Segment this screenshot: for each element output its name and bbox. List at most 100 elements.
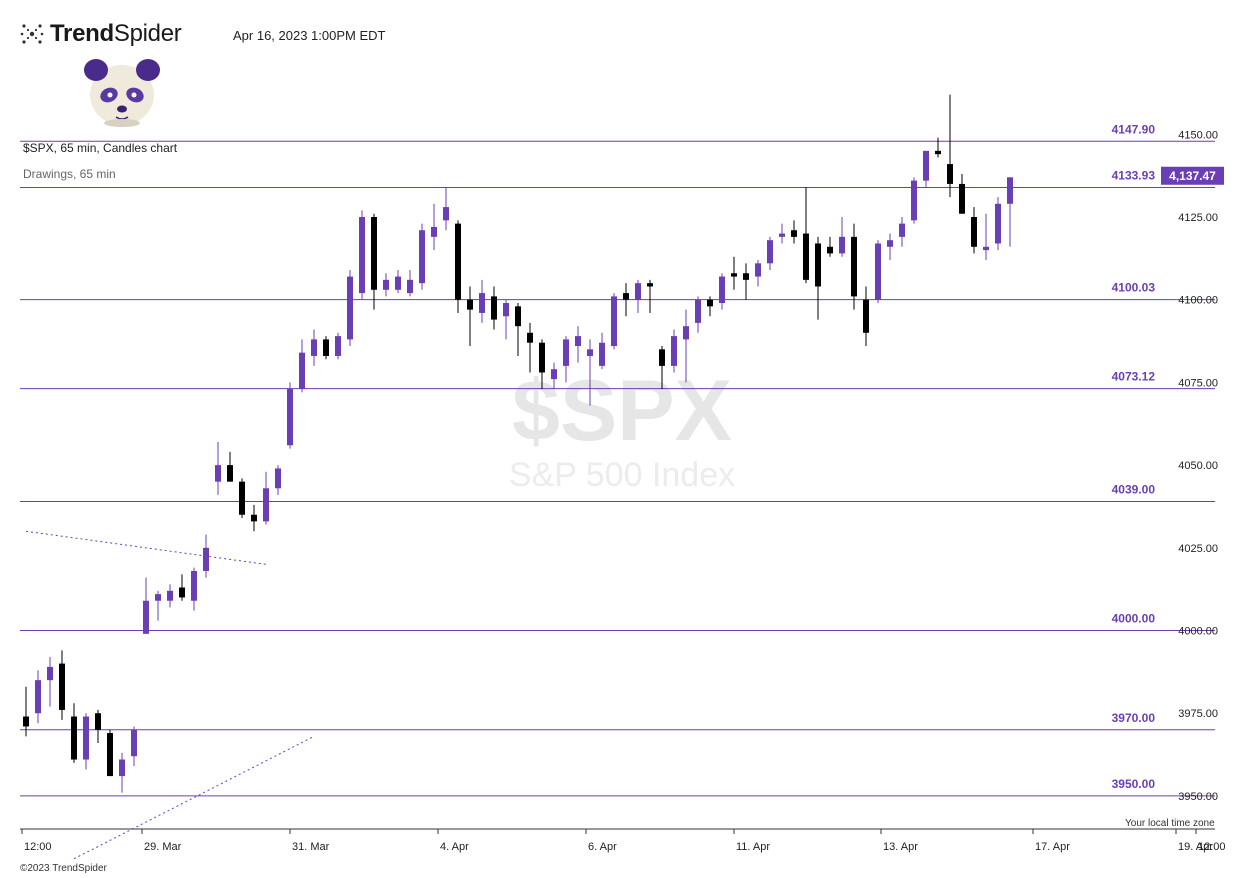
candle-body <box>779 233 785 237</box>
level-label: 4039.00 <box>1112 483 1156 497</box>
candle-body <box>575 336 581 347</box>
level-label: 4133.93 <box>1112 168 1156 182</box>
level-label: 4100.03 <box>1112 281 1156 295</box>
time-tick-label: 31. Mar <box>292 841 330 853</box>
candle-body <box>227 465 233 482</box>
time-tick-label: 13. Apr <box>883 841 918 853</box>
candle-body <box>467 299 473 310</box>
candle-body <box>323 339 329 356</box>
level-label: 3970.00 <box>1112 711 1156 725</box>
candle-body <box>683 326 689 340</box>
time-tick-label: 29. Mar <box>144 841 182 853</box>
candle-body <box>743 273 749 280</box>
time-tick-label: 6. Apr <box>588 841 617 853</box>
candle-body <box>479 293 485 313</box>
candle-body <box>23 716 29 727</box>
candle-body <box>947 164 953 184</box>
candle-body <box>119 759 125 777</box>
candle-body <box>419 230 425 284</box>
current-price-badge: 4,137.47 <box>1161 166 1224 185</box>
level-label: 4000.00 <box>1112 612 1156 626</box>
candle-body <box>275 468 281 489</box>
candle-body <box>335 336 341 356</box>
candle-body <box>1007 177 1013 204</box>
trendspider-logo[interactable]: TrendSpider <box>20 20 182 48</box>
candle-body <box>911 180 917 221</box>
candle-body <box>455 223 461 300</box>
candle-body <box>551 369 557 380</box>
drawings-label[interactable]: Drawings, 65 min <box>23 167 116 181</box>
candle-body <box>767 240 773 264</box>
spider-logo-icon <box>20 24 44 44</box>
horizontal-levels: 4147.90 4133.93 4100.03 4073.12 4039.00 4000.… <box>20 122 1215 797</box>
brand-name: TrendSpider <box>50 20 182 47</box>
candle-body <box>803 233 809 280</box>
current-price-label: 4,137.47 <box>1169 169 1216 183</box>
candle-body <box>731 273 737 277</box>
price-tick-label: 3975.00 <box>1178 708 1218 720</box>
candle-body <box>995 203 1001 244</box>
trendlines <box>25 530 315 860</box>
candle-body <box>815 243 821 287</box>
candle-body <box>827 246 833 254</box>
price-tick-label: 4150.00 <box>1178 129 1218 141</box>
price-tick-label: 4125.00 <box>1178 212 1218 224</box>
candle-body <box>59 663 65 710</box>
candle-body <box>923 150 929 181</box>
candle-body <box>239 481 245 515</box>
candle-body <box>899 223 905 237</box>
candle-body <box>707 299 713 307</box>
candle-body <box>851 236 857 297</box>
candle-body <box>587 349 593 356</box>
candles <box>23 94 1013 793</box>
candle-body <box>503 303 509 317</box>
watermark-name: S&P 500 Index <box>509 456 735 494</box>
candle-body <box>347 276 353 340</box>
candle-body <box>671 336 677 366</box>
time-tick-label: 4. Apr <box>440 841 469 853</box>
candle-body <box>983 246 989 251</box>
time-tick-label: 19. Apr <box>1178 841 1213 853</box>
candle-body <box>959 183 965 214</box>
candle-body <box>203 547 209 571</box>
candle-body <box>599 342 605 366</box>
candle-body <box>359 217 365 294</box>
candle-body <box>407 279 413 294</box>
price-axis[interactable]: 4150.00 4125.00 4100.00 4075.00 4050.00 4025.… <box>1178 129 1218 803</box>
price-tick-label: 4100.00 <box>1178 295 1218 307</box>
candle-body <box>251 514 257 522</box>
price-tick-label: 4050.00 <box>1178 460 1218 472</box>
candle-body <box>179 587 185 598</box>
level-label: 4147.90 <box>1112 122 1156 136</box>
chart-timestamp: Apr 16, 2023 1:00PM EDT <box>233 28 386 43</box>
time-tick-label: 11. Apr <box>736 841 770 853</box>
candle-body <box>395 276 401 290</box>
copyright: ©2023 TrendSpider <box>20 863 107 874</box>
candle-body <box>935 150 941 155</box>
panda-avatar <box>84 59 160 127</box>
candle-body <box>839 236 845 254</box>
candle-body <box>263 488 269 522</box>
price-tick-label: 4025.00 <box>1178 543 1218 555</box>
candle-body <box>695 299 701 323</box>
candle-body <box>563 339 569 366</box>
current-price-badge-bg <box>1161 166 1224 185</box>
time-axis[interactable]: 12:00 29. Mar 31. Mar 4. Apr 6. Apr 11. Apr 13… <box>20 828 1226 853</box>
candle-body <box>299 352 305 390</box>
candle-body <box>527 332 533 343</box>
candle-body <box>47 666 53 681</box>
level-label: 4073.12 <box>1112 370 1156 384</box>
price-tick-label: 4075.00 <box>1178 377 1218 389</box>
timezone-label[interactable]: Your local time zone <box>1125 818 1215 829</box>
candle-body <box>539 342 545 373</box>
price-tick-label: 4000.00 <box>1178 626 1218 638</box>
candle-body <box>215 465 221 482</box>
candle-body <box>443 207 449 221</box>
candle-body <box>875 243 881 300</box>
level-label: 3950.00 <box>1112 777 1156 791</box>
candle-body <box>191 570 197 601</box>
candle-body <box>515 306 521 327</box>
chart-title: $SPX, 65 min, Candles chart <box>23 141 178 155</box>
candle-body <box>755 263 761 277</box>
